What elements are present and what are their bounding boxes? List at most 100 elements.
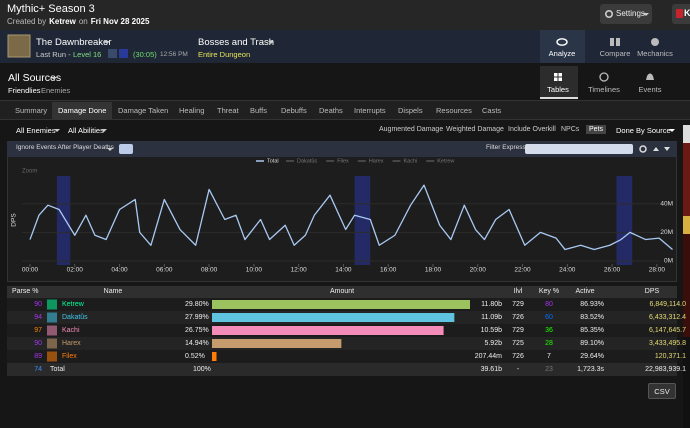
enemy-filter[interactable]: All Enemies xyxy=(16,126,56,135)
dps: 22,983,939.1 xyxy=(645,365,686,373)
key-percent: 23 xyxy=(545,365,553,373)
amount-bar xyxy=(212,339,342,348)
tab[interactable]: Damage Done xyxy=(52,102,113,119)
x-tick-label: 08:00 xyxy=(201,267,218,274)
created-mid: on xyxy=(78,17,88,26)
x-tick-label: 00:00 xyxy=(22,267,39,274)
settings-button[interactable] xyxy=(600,4,652,24)
last-run: Last Run - xyxy=(36,50,71,59)
percent: 0.52% xyxy=(185,352,205,360)
class-icon xyxy=(47,312,57,323)
ilvl: 729 xyxy=(512,326,524,334)
column-header: DPS xyxy=(644,288,660,295)
class-icon xyxy=(47,338,57,349)
filter-option[interactable]: Augmented Damage xyxy=(379,126,444,133)
active: 86.93% xyxy=(580,300,604,308)
csv-button[interactable] xyxy=(648,383,676,399)
column-header: Active xyxy=(575,288,595,295)
x-tick-label: 06:00 xyxy=(156,267,173,274)
chart-gear xyxy=(639,145,647,153)
active: 29.64% xyxy=(580,352,604,360)
tab[interactable]: Casts xyxy=(482,106,502,115)
level: Level 16 xyxy=(73,50,102,59)
table-row xyxy=(7,350,677,363)
legend-label: Ketrew xyxy=(437,158,454,164)
y-tick-label: 0M xyxy=(664,258,673,265)
encounter-name: The Dawnbreaker xyxy=(36,37,112,48)
user-name: Ke xyxy=(684,8,690,18)
nav-item[interactable]: Analyze xyxy=(548,49,576,58)
side-ad xyxy=(683,125,690,428)
dps: 6,433,312.4 xyxy=(649,313,686,321)
amount-bar xyxy=(212,326,444,335)
percent: 14.94% xyxy=(185,339,209,347)
csv-label[interactable]: CSV xyxy=(654,387,670,396)
caret xyxy=(54,129,60,132)
ability-filter[interactable]: All Abilities xyxy=(68,126,104,135)
filter-label: Filter Expression: xyxy=(486,144,537,151)
view-item[interactable]: Timelines xyxy=(588,85,620,94)
tab[interactable]: Summary xyxy=(15,106,48,115)
column-header: Name xyxy=(103,288,123,295)
filter-option[interactable]: Weighted Damage xyxy=(446,126,504,133)
view-item[interactable]: Events xyxy=(638,85,662,94)
source-filter[interactable]: Friendlies xyxy=(8,86,41,95)
filter-option[interactable]: Pets xyxy=(586,125,607,134)
created-line: Created by Ketrew on Fri Nov 28 2025 xyxy=(7,17,149,26)
tables-active xyxy=(540,66,578,99)
tab[interactable]: Resources xyxy=(436,106,472,115)
class-icon xyxy=(47,351,57,362)
nav-item[interactable]: Compare xyxy=(599,49,631,58)
parse: 97 xyxy=(34,326,42,334)
legend-label: Total xyxy=(267,158,279,164)
tab[interactable]: Dispels xyxy=(398,106,423,115)
run-time: 12:56 PM xyxy=(160,51,188,58)
view-icon xyxy=(558,73,562,77)
ilvl: 725 xyxy=(512,339,524,347)
x-tick-label: 22:00 xyxy=(514,267,531,274)
nav-icon xyxy=(651,38,659,46)
ilvl: 726 xyxy=(512,313,524,321)
filter-option[interactable]: Include Overkill xyxy=(508,126,556,133)
filter-option[interactable]: Done By Source xyxy=(616,126,671,135)
tab[interactable]: Deaths xyxy=(319,106,343,115)
tab[interactable]: Damage Taken xyxy=(118,106,169,115)
nav-item[interactable]: Mechanics xyxy=(637,49,673,58)
tab[interactable]: Debuffs xyxy=(281,106,307,115)
column-header: Key % xyxy=(538,288,560,295)
filter-input[interactable] xyxy=(525,144,633,154)
amount: 11.09b xyxy=(481,313,502,321)
table-header xyxy=(7,286,677,298)
caret xyxy=(104,41,110,44)
filter-option[interactable]: NPCs xyxy=(561,126,580,133)
dps: 6,147,645.7 xyxy=(649,326,686,334)
spec-icon xyxy=(108,49,117,58)
key-percent: 7 xyxy=(547,352,551,360)
tab[interactable]: Buffs xyxy=(250,106,267,115)
toggle[interactable] xyxy=(119,144,133,154)
dps: 3,433,495.8 xyxy=(649,339,686,347)
x-tick-label: 02:00 xyxy=(67,267,84,274)
view-icon xyxy=(599,72,609,82)
tab[interactable]: Threat xyxy=(217,106,239,115)
player-name: Kachi xyxy=(62,326,80,334)
chart-arrows xyxy=(653,147,670,151)
ilvl: 729 xyxy=(512,300,524,308)
view-item[interactable]: Tables xyxy=(547,85,569,94)
highlight-band xyxy=(354,176,371,265)
tab[interactable]: Interrupts xyxy=(354,106,386,115)
x-tick-label: 24:00 xyxy=(559,267,576,274)
caret xyxy=(107,148,113,151)
sources-title: All Sources xyxy=(8,72,62,84)
key-percent: 80 xyxy=(545,300,553,308)
tab[interactable]: Healing xyxy=(179,106,205,115)
source-filter[interactable]: Enemies xyxy=(41,86,71,95)
analyze-active xyxy=(540,30,585,63)
view-icon xyxy=(646,73,654,80)
caret xyxy=(51,77,57,80)
active: 89.10% xyxy=(580,339,604,347)
player-name: Filex xyxy=(62,352,77,360)
highlight-band xyxy=(616,176,633,265)
amount: 39.61b xyxy=(480,365,502,373)
